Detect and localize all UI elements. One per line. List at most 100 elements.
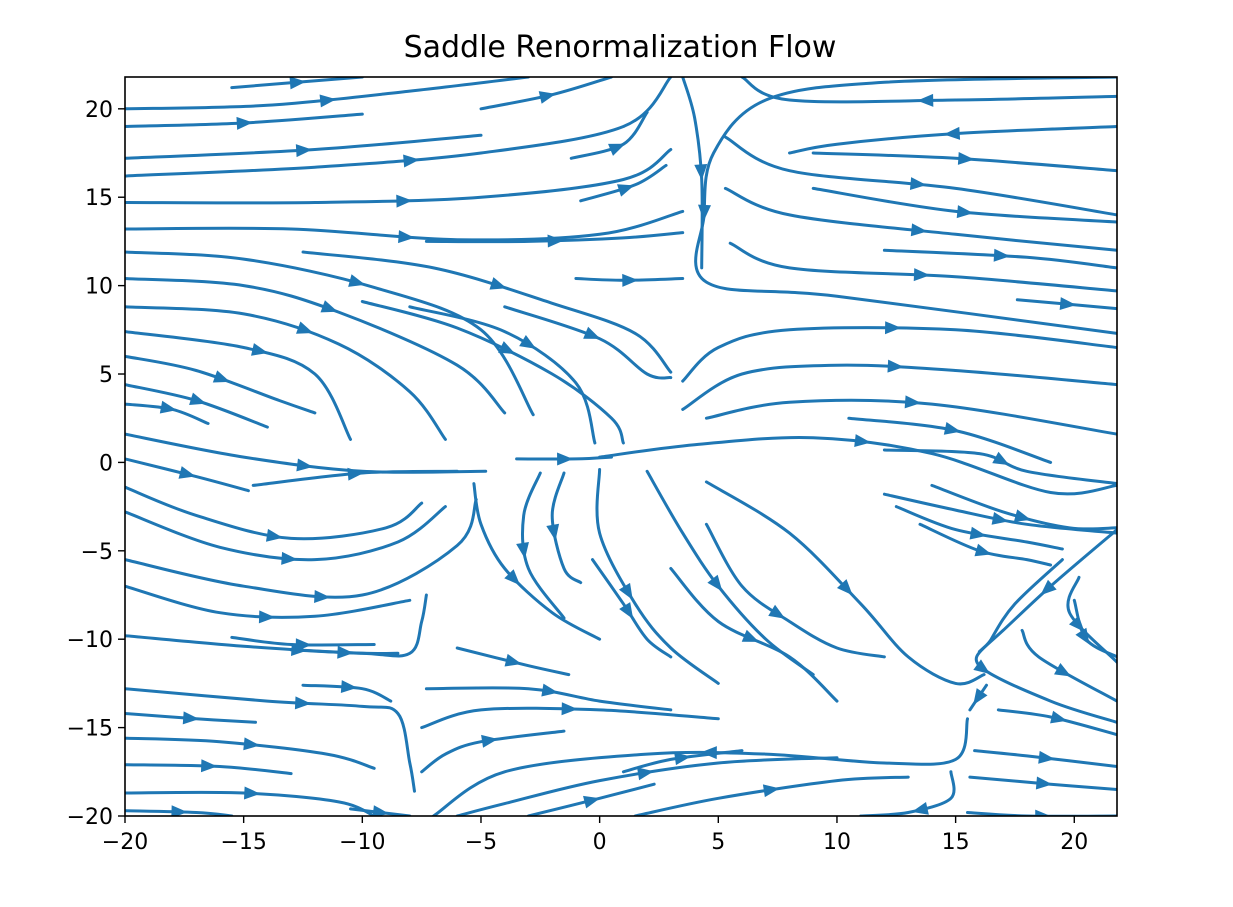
streamlines-group [125,77,1117,816]
streamline [621,749,744,774]
streamline [455,756,839,816]
flow-arrow [295,144,313,158]
streamline [125,277,507,415]
streamline [681,326,1117,383]
flow-arrow [913,268,930,282]
flow-arrow [561,702,578,716]
flow-arrow [973,688,988,705]
flow-arrow [956,205,974,219]
streamline [125,790,376,816]
streamline [455,646,571,677]
flow-arrow [618,582,633,600]
x-tick-label: −10 [339,830,385,855]
flow-arrow [243,737,260,751]
flow-arrow [294,696,312,710]
streamline [550,471,583,585]
flow-arrow [265,528,283,542]
flow-arrow [991,511,1009,525]
x-tick-label: 15 [942,830,970,855]
streamline [503,305,673,380]
flow-arrow [694,164,708,181]
flow-arrow [489,277,507,290]
flow-arrow [741,629,760,642]
flow-arrow [200,759,218,773]
streamline [420,706,720,730]
streamline [125,148,673,205]
flow-arrow [583,795,601,809]
flow-arrow [320,300,338,313]
streamline [125,330,352,441]
flow-arrow [992,451,1010,466]
flow-arrow [974,543,992,557]
streamline [424,686,673,712]
y-tick-label: 20 [85,98,113,123]
streamline [125,354,317,415]
flow-arrow [617,184,635,197]
streamline [472,482,602,641]
y-tick-label: 10 [85,275,113,300]
flow-arrow [243,786,261,800]
streamline [728,241,1117,293]
x-tick-label: 20 [1060,830,1088,855]
flow-arrow [973,659,991,675]
flow-arrow [398,230,415,244]
flow-arrow [836,579,853,596]
flow-arrow [251,343,269,356]
flow-arrow [885,321,902,335]
chart-title: Saddle Renormalization Flow [404,30,837,65]
flow-arrow [674,752,691,766]
flow-arrow [1035,776,1053,790]
flow-arrow [557,452,574,466]
flow-arrow [289,77,306,90]
flow-arrow [340,680,358,694]
x-tick-label: −5 [465,830,497,855]
x-tick-label: −15 [220,830,266,855]
streamline [723,135,1117,217]
flow-arrow [943,422,961,435]
streamline [521,471,566,620]
y-tick-label: 5 [99,363,113,388]
flow-arrow [957,151,975,165]
flow-arrow [608,143,626,156]
flow-arrow [159,400,177,414]
flow-arrow [943,126,961,140]
streamline [360,300,625,445]
flow-arrow [178,466,196,479]
flow-arrow [909,177,927,191]
flow-arrow [917,93,934,107]
streamline [289,648,400,656]
streamline [125,505,447,562]
flow-arrow [372,805,390,816]
flow-arrow [296,321,314,334]
streamline [408,305,597,445]
streamline [996,708,1117,737]
flow-arrow [504,653,522,667]
flow-arrow [296,458,314,472]
streamline [125,498,478,599]
flow-arrow [1068,615,1085,632]
flow-arrow [295,638,312,652]
streamline [723,186,1117,252]
flow-arrow [904,395,922,409]
flow-arrow [319,94,337,108]
flow-arrow [171,805,188,816]
streamline [894,505,1064,551]
streamline [125,77,673,178]
flow-arrow [498,341,516,354]
streamline [420,729,566,774]
streamline [704,522,886,659]
flow-arrow [1050,710,1068,724]
flow-arrow [619,602,634,620]
streamline [930,483,1117,531]
flow-arrow [519,335,537,349]
streamline [230,635,376,647]
flow-arrow [348,274,366,287]
flow-arrow [538,91,556,104]
flow-arrow [887,359,904,373]
streamline [681,363,1117,411]
streamline [301,683,393,703]
streamline [579,163,668,203]
flow-arrow [1040,579,1057,596]
streamline [125,305,447,441]
flow-arrow [910,223,928,237]
